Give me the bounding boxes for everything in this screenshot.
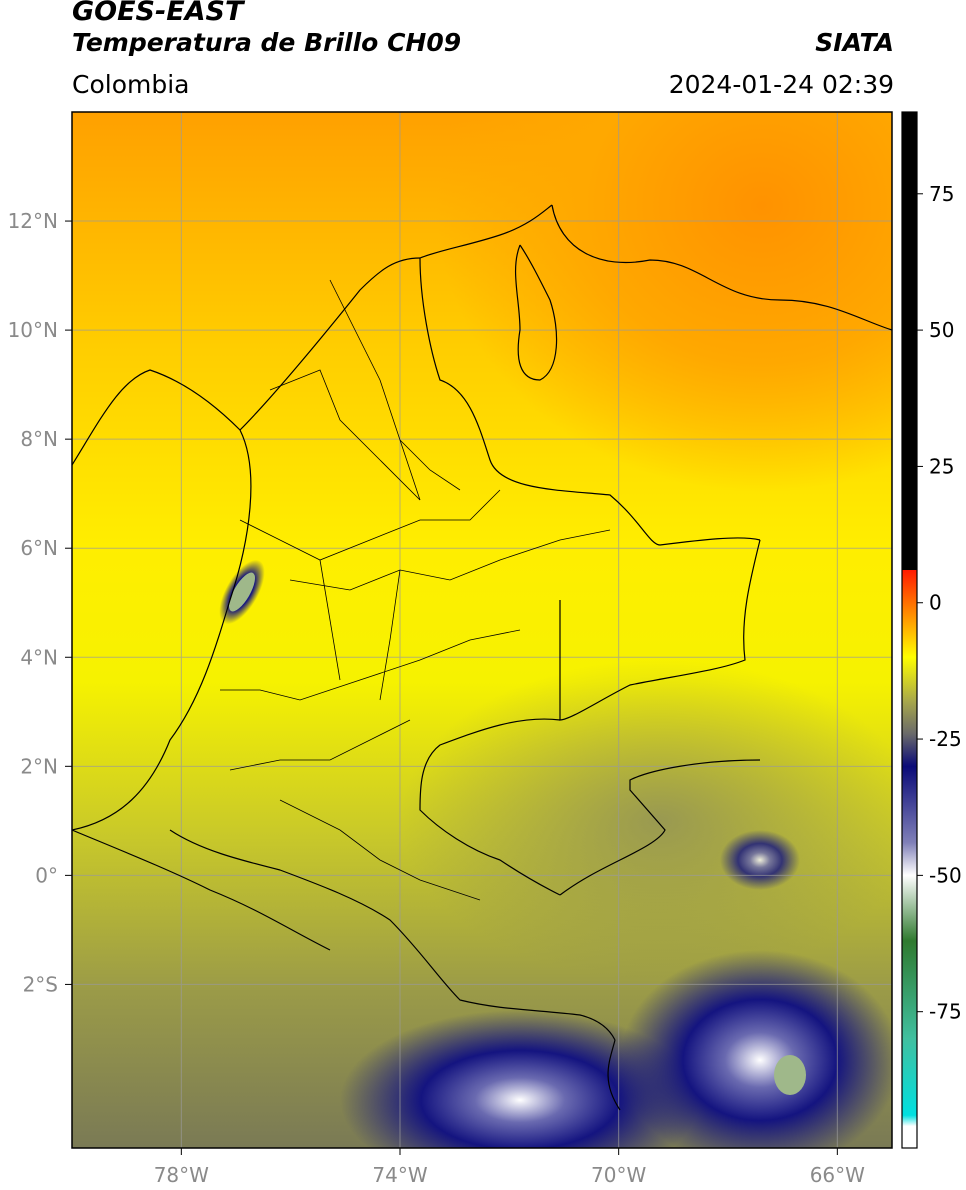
lat-tick-label: 10°N (8, 318, 58, 342)
lat-tick-label: 12°N (8, 209, 58, 233)
latitude-ticks: 12°N 10°N 8°N 6°N 4°N 2°N 0° 2°S (8, 209, 72, 996)
lon-tick-label: 74°W (372, 1163, 427, 1187)
lat-tick-label: 4°N (20, 645, 58, 669)
colorbar-ticks: 75 50 25 0 -25 -50 -75 (917, 182, 962, 1024)
department-borders (220, 279, 611, 901)
colorbar-tick-label: -25 (929, 727, 962, 751)
colorbar: 75 50 25 0 -25 -50 -75 (901, 111, 962, 1149)
colorbar-frame (901, 111, 918, 1149)
region-label: Colombia (72, 70, 190, 99)
colorbar-tick-label: -50 (929, 863, 962, 887)
map-frame (71, 111, 893, 1149)
lon-tick-label: 70°W (591, 1163, 646, 1187)
product-title: Temperatura de Brillo CH09 (72, 28, 462, 57)
temperature-field (72, 112, 892, 1148)
satellite-title: GOES-EAST (72, 0, 244, 27)
organization-label: SIATA (815, 28, 894, 57)
colorbar-tick-label: 75 (929, 182, 954, 206)
lat-tick-label: 8°N (20, 427, 58, 451)
graticule (72, 112, 892, 1148)
country-borders (72, 204, 892, 1111)
lat-tick-label: 6°N (20, 536, 58, 560)
lon-tick-label: 66°W (810, 1163, 865, 1187)
longitude-ticks: 78°W 74°W 70°W 66°W (154, 1148, 865, 1187)
lat-tick-label: 0° (35, 863, 58, 887)
colorbar-tick-label: 50 (929, 318, 954, 342)
lat-tick-label: 2°N (20, 754, 58, 778)
timestamp-label: 2024-01-24 02:39 (668, 70, 894, 99)
lat-tick-label: 2°S (23, 972, 58, 996)
colorbar-tick-label: -75 (929, 1000, 962, 1024)
colorbar-tick-label: 25 (929, 454, 954, 478)
colorbar-gradient (902, 112, 917, 1148)
lon-tick-label: 78°W (154, 1163, 209, 1187)
colorbar-tick-label: 0 (929, 591, 942, 615)
